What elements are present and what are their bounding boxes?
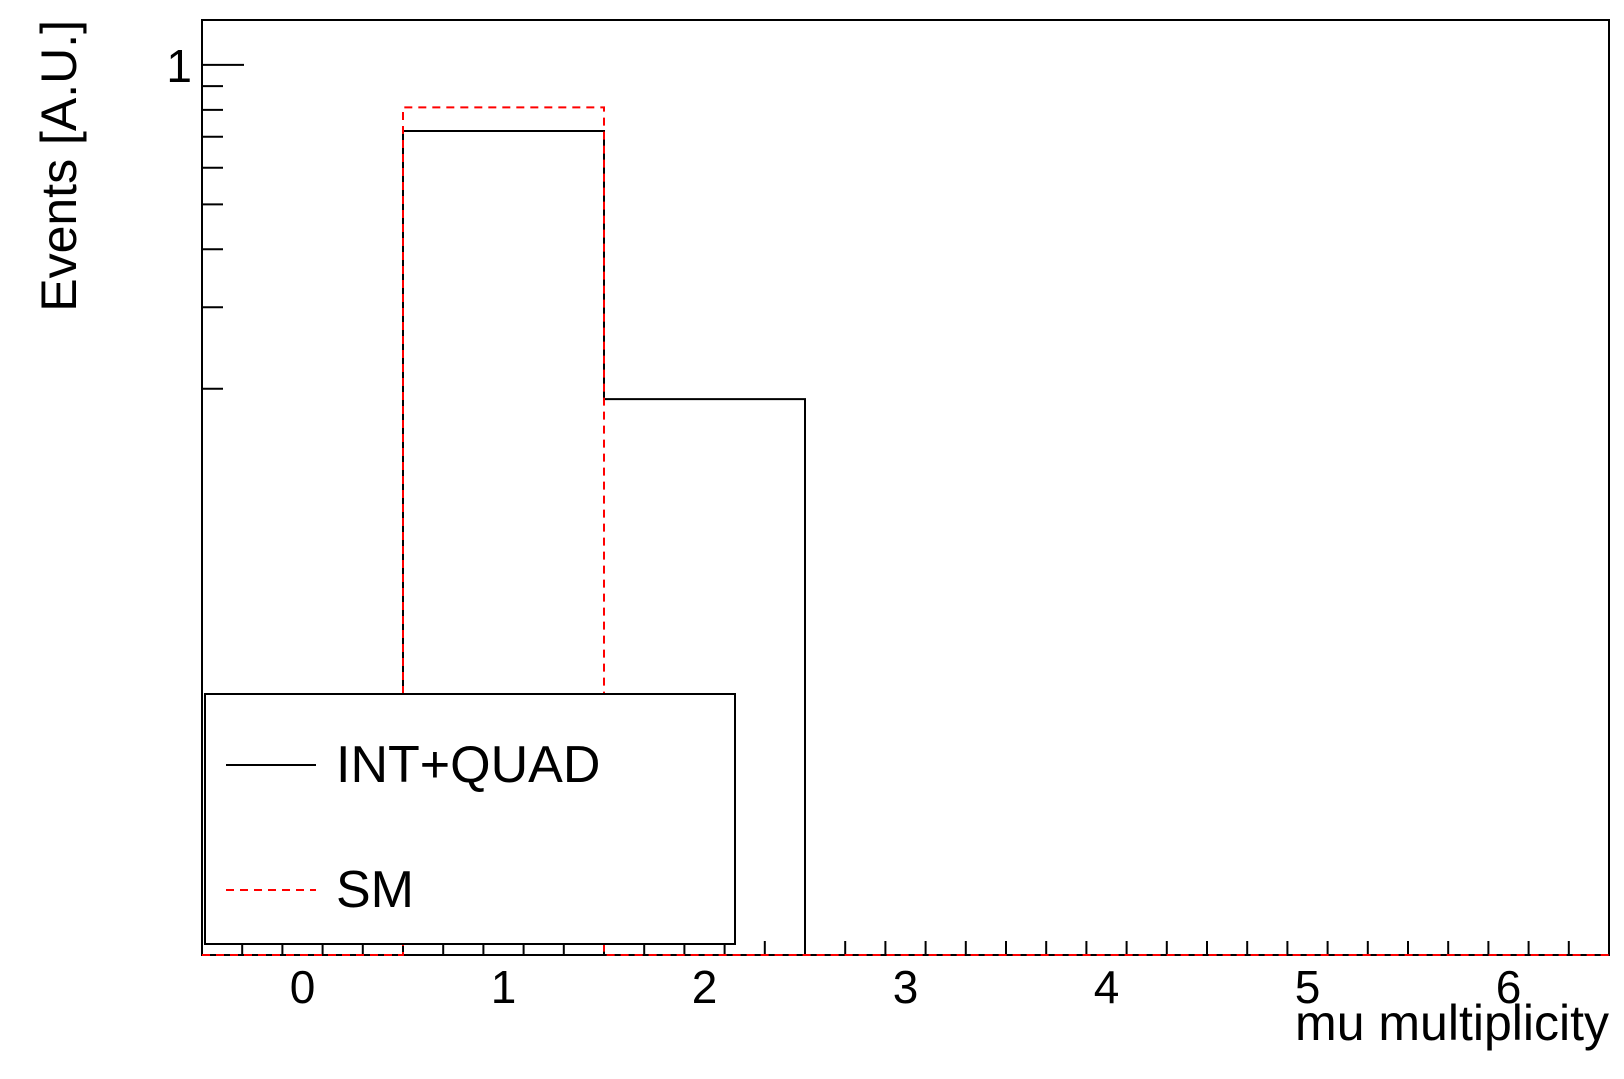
y-axis-ticks: 1 [166,40,244,390]
x-tick-label: 6 [1496,961,1522,1013]
y-tick-label: 1 [166,40,192,92]
x-tick-label: 1 [491,961,517,1013]
y-axis-label: Events [A.U.] [31,20,87,312]
x-tick-label: 3 [893,961,919,1013]
series-layer [202,106,1609,956]
legend-label: SM [336,861,414,919]
legend-box [204,693,736,945]
histogram-int-quad [202,130,1609,956]
legend-label: INT+QUAD [336,736,600,794]
x-axis-ticks: 0 1 2 3 4 5 6 [201,941,1610,1013]
x-axis-label: mu multiplicity [1295,995,1609,1051]
x-tick-label: 4 [1094,961,1120,1013]
x-tick-label: 5 [1295,961,1321,1013]
x-tick-label: 2 [692,961,718,1013]
x-tick-label: 0 [290,961,316,1013]
histogram-sm [202,106,1609,956]
legend: INT+QUAD SM [204,693,736,945]
